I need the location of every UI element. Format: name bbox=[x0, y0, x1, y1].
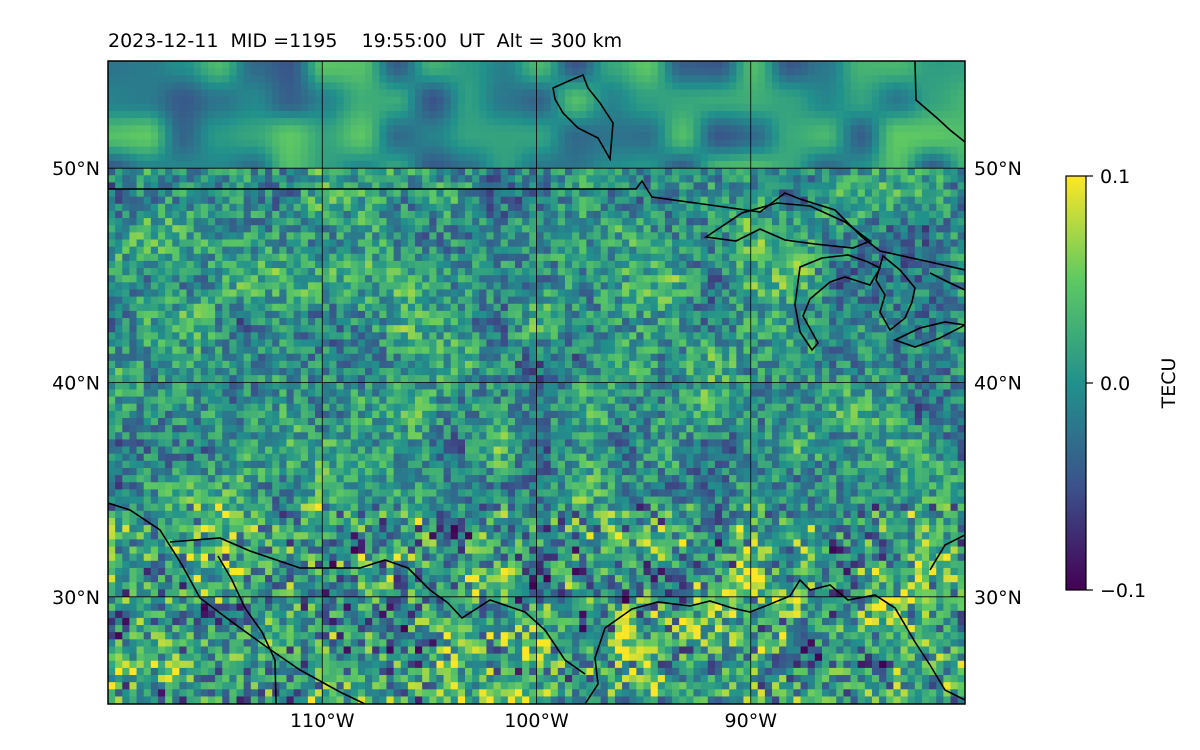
lat-tick-label-right: 30°N bbox=[974, 587, 1022, 609]
mexico-border bbox=[169, 537, 586, 675]
lat-tick-label-left: 30°N bbox=[52, 587, 100, 609]
baja-peninsula bbox=[217, 555, 277, 704]
lat-tick-label-left: 50°N bbox=[52, 158, 100, 180]
lat-tick-label-right: 50°N bbox=[974, 158, 1022, 180]
lon-tick-label: 110°W bbox=[290, 710, 355, 732]
gulf-coast bbox=[108, 502, 366, 704]
texas-gulf-coast bbox=[584, 578, 965, 704]
hudson-bay-shore bbox=[552, 73, 614, 162]
florida-coast bbox=[929, 534, 965, 571]
coastlines bbox=[108, 61, 965, 704]
lon-tick-label: 100°W bbox=[504, 710, 569, 732]
lat-tick-labels-left: 50°N 40°N 30°N bbox=[52, 158, 100, 609]
lat-tick-label-left: 40°N bbox=[52, 373, 100, 395]
map-frame bbox=[107, 60, 966, 705]
colorbar: 0.1 0.0 −0.1 TECU bbox=[1065, 166, 1180, 602]
gridlines bbox=[108, 61, 965, 704]
tec-heatmap bbox=[108, 61, 965, 704]
colorbar-tick-label: −0.1 bbox=[1100, 580, 1146, 602]
plot-title: 2023-12-11 MID =1195 19:55:00 UT Alt = 3… bbox=[108, 30, 623, 52]
colorbar-tick-label: 0.0 bbox=[1100, 373, 1130, 395]
lat-tick-labels-right: 50°N 40°N 30°N bbox=[974, 158, 1022, 609]
lake-ontario bbox=[929, 272, 965, 291]
northeast-shore bbox=[914, 61, 965, 143]
lon-tick-labels: 110°W 100°W 90°W bbox=[290, 710, 777, 732]
lake-michigan bbox=[794, 254, 882, 352]
lake-huron bbox=[875, 254, 916, 332]
lake-erie bbox=[892, 321, 965, 348]
colorbar-label: TECU bbox=[1158, 358, 1180, 410]
lake-superior bbox=[703, 202, 872, 249]
lat-tick-label-right: 40°N bbox=[974, 373, 1022, 395]
colorbar-gradient bbox=[1066, 176, 1086, 590]
colorbar-tick-label: 0.1 bbox=[1100, 166, 1130, 188]
lon-tick-label: 90°W bbox=[725, 710, 778, 732]
us-canada-border bbox=[108, 179, 965, 271]
